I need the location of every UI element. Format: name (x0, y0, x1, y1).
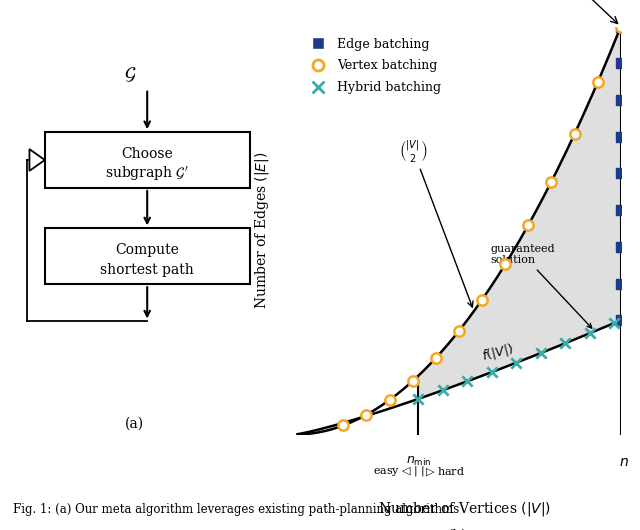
Text: $|$: $|$ (420, 464, 424, 479)
Point (500, 260, 510, 269)
Point (616, 316, 626, 324)
Point (385, 395, 395, 404)
FancyBboxPatch shape (45, 132, 250, 188)
Point (362, 410, 372, 419)
Point (616, 206, 626, 214)
Text: $n_{\rm min}$: $n_{\rm min}$ (406, 455, 431, 468)
Text: subgraph $\mathcal{G}'$: subgraph $\mathcal{G}'$ (106, 165, 189, 183)
Text: guaranteed
solution: guaranteed solution (490, 244, 592, 328)
Point (616, 59, 626, 67)
Point (593, 78, 603, 86)
Text: $|$: $|$ (413, 464, 417, 479)
Point (454, 326, 464, 335)
Point (616, 22, 626, 31)
Text: Compute: Compute (115, 243, 179, 257)
Text: $\mathcal{G}$: $\mathcal{G}$ (124, 66, 136, 84)
Point (408, 377, 418, 385)
Text: (b): (b) (448, 528, 467, 530)
Text: $f(|V|)$: $f(|V|)$ (481, 340, 515, 364)
Text: $\rhd$ hard: $\rhd$ hard (425, 465, 465, 478)
Polygon shape (419, 26, 621, 399)
Point (477, 295, 487, 304)
Text: Choose: Choose (122, 147, 173, 161)
Text: easy $\lhd$: easy $\lhd$ (372, 464, 412, 479)
Point (511, 358, 522, 367)
Point (523, 221, 533, 229)
Point (570, 130, 580, 138)
Text: $\mathcal{G}$: $\mathcal{G}$ (575, 0, 618, 23)
FancyBboxPatch shape (45, 228, 250, 284)
Point (413, 394, 424, 403)
Point (609, 319, 620, 328)
Point (616, 22, 626, 31)
Point (536, 349, 546, 357)
Point (616, 169, 626, 178)
Point (462, 377, 472, 385)
Text: $\binom{|V|}{2}$: $\binom{|V|}{2}$ (399, 138, 473, 307)
Point (339, 421, 349, 430)
Text: Number of Edges $(|E|)$: Number of Edges $(|E|)$ (253, 152, 271, 310)
Legend: Edge batching, Vertex batching, Hybrid batching: Edge batching, Vertex batching, Hybrid b… (301, 33, 446, 99)
Point (585, 329, 595, 338)
Text: $n$: $n$ (619, 455, 629, 469)
Point (487, 368, 497, 376)
Point (431, 354, 441, 362)
Point (438, 386, 448, 394)
Point (547, 177, 557, 186)
Point (616, 132, 626, 141)
Point (616, 243, 626, 251)
Polygon shape (29, 149, 45, 171)
Text: Number of Vertices $(|V|)$: Number of Vertices $(|V|)$ (378, 500, 550, 518)
Text: shortest path: shortest path (100, 263, 194, 277)
Text: Fig. 1: (a) Our meta algorithm leverages existing path-planning algorithms: Fig. 1: (a) Our meta algorithm leverages… (13, 504, 459, 517)
Point (560, 339, 570, 348)
Point (616, 279, 626, 288)
Point (616, 96, 626, 104)
Text: (a): (a) (125, 417, 144, 431)
